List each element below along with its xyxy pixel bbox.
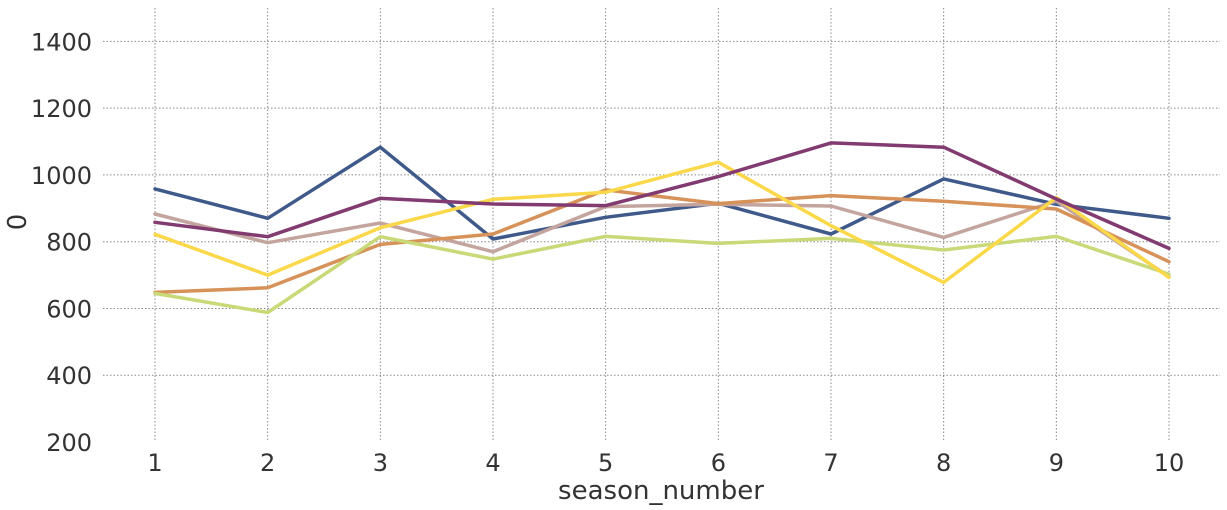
x-tick-label: 10	[1154, 449, 1185, 477]
y-tick-label: 600	[46, 295, 92, 323]
y-tick-label: 400	[46, 362, 92, 390]
y-axis-label: 0	[3, 214, 33, 231]
x-tick-label: 5	[598, 449, 613, 477]
x-axis-label: season_number	[558, 476, 764, 506]
x-tick-label: 7	[823, 449, 838, 477]
x-tick-label: 6	[711, 449, 726, 477]
y-tick-label: 1400	[31, 28, 92, 56]
x-axis-ticks: 1 2 3 4 5 6 7 8 9 10	[147, 449, 1184, 477]
series-line-4	[153, 234, 1171, 315]
series-line-6	[153, 141, 1171, 251]
x-tick-label: 8	[936, 449, 951, 477]
series-line-2	[153, 199, 1171, 279]
series-line-5	[153, 160, 1171, 285]
grid	[103, 8, 1220, 442]
y-tick-label: 1000	[31, 162, 92, 190]
y-tick-label: 200	[46, 429, 92, 457]
x-tick-label: 2	[260, 449, 275, 477]
x-tick-label: 1	[147, 449, 162, 477]
y-axis-ticks: 200 400 600 800 1000 1200 1400	[31, 28, 92, 457]
series-line-1	[153, 145, 1171, 241]
y-tick-label: 1200	[31, 95, 92, 123]
x-tick-label: 4	[485, 449, 500, 477]
series-lines	[153, 141, 1171, 315]
y-tick-label: 800	[46, 229, 92, 257]
x-tick-label: 9	[1049, 449, 1064, 477]
series-line-3	[153, 188, 1171, 295]
x-tick-label: 3	[373, 449, 388, 477]
